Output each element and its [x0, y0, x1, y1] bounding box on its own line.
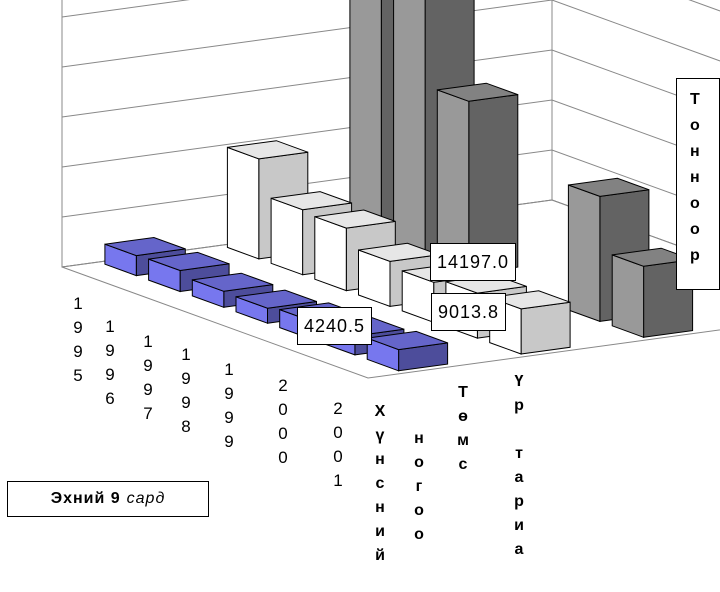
bar-side: [521, 302, 570, 354]
bar-front: [394, 0, 426, 258]
bar-front: [315, 217, 347, 291]
caption-italic: сард: [127, 490, 166, 508]
bar-front: [227, 147, 258, 259]
data-label-food-2001: 4240.5: [297, 307, 372, 345]
data-label-vegetables-2001: 9013.8: [431, 293, 506, 331]
bar-front: [271, 198, 303, 274]
caption-bold: Эхний 9: [51, 490, 121, 508]
bar-front: [350, 0, 381, 242]
bar-front: [568, 185, 600, 321]
caption-box: Эхний 9 сард: [7, 481, 209, 517]
bar-front: [612, 255, 643, 337]
data-label-potato-2001: 14197.0: [430, 243, 516, 281]
